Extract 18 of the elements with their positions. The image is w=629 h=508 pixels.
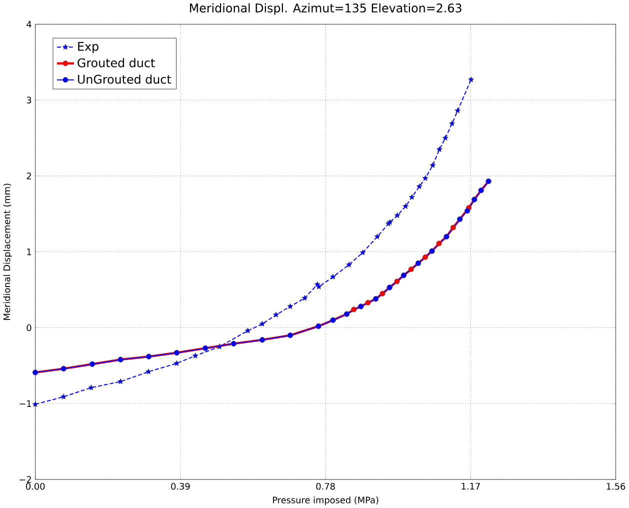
legend-label: Grouted duct	[78, 58, 155, 68]
y-tick-label: 0	[26, 324, 32, 331]
y-tick-label: 3	[26, 96, 32, 104]
legend-label: UnGrouted duct	[78, 74, 172, 84]
x-tick-label: 1.56	[606, 482, 626, 490]
x-tick-label: 0.00	[26, 482, 45, 490]
y-tick-label: −2	[20, 476, 31, 483]
y-tick-label: 1	[27, 248, 32, 255]
y-tick-label: 4	[26, 20, 32, 28]
chart-title: Meridional Displ. Azimut=135 Elevation=2.63	[190, 3, 462, 15]
x-tick-label: 0.39	[171, 482, 190, 490]
y-tick-label: −1	[20, 400, 32, 407]
x-tick-label: 0.78	[316, 482, 335, 490]
legend-label: Exp	[78, 42, 98, 53]
y-axis-title: Meridional Displacement (mm)	[3, 184, 12, 320]
x-tick-label: 1.17	[462, 482, 480, 490]
y-tick-label: 2	[26, 172, 31, 180]
x-axis-title: Pressure imposed (MPa)	[273, 496, 378, 505]
